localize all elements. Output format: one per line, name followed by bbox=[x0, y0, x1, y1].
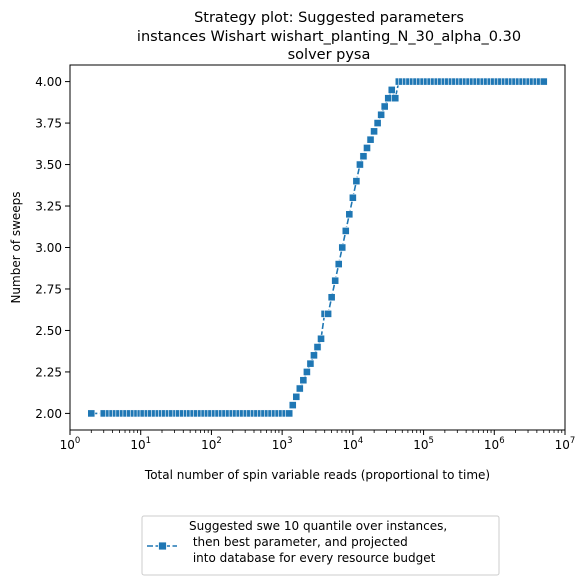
axes-frame bbox=[69, 64, 566, 431]
chart-title: Strategy plot: Suggested parameters inst… bbox=[137, 10, 521, 63]
data-point-marker bbox=[288, 401, 297, 410]
data-point-marker bbox=[292, 392, 301, 401]
x-tick-label: 103 bbox=[272, 436, 293, 452]
legend-swatch-marker bbox=[158, 541, 167, 551]
x-axis-label: Total number of spin variable reads (pro… bbox=[144, 468, 490, 482]
x-tick-label: 106 bbox=[484, 436, 505, 452]
data-point-marker bbox=[341, 227, 350, 235]
y-axis-label: Number of sweeps bbox=[9, 191, 23, 303]
data-point-marker bbox=[334, 260, 343, 268]
data-point-marker bbox=[348, 193, 357, 202]
data-point-marker bbox=[345, 210, 354, 219]
data-point-marker bbox=[377, 110, 386, 119]
data-point-marker bbox=[285, 409, 294, 418]
legend: Suggested swe 10 quantile over instances… bbox=[141, 515, 500, 576]
data-point-marker bbox=[299, 376, 308, 385]
data-point-marker bbox=[384, 94, 393, 103]
data-point-marker bbox=[87, 409, 96, 418]
x-tick-label: 105 bbox=[413, 436, 434, 452]
data-point-marker bbox=[331, 276, 340, 285]
y-tick-label: 3.50 bbox=[35, 158, 62, 172]
data-point-marker bbox=[356, 160, 364, 169]
data-point-marker bbox=[338, 243, 347, 252]
data-point-marker bbox=[370, 127, 378, 136]
data-point-marker bbox=[373, 119, 382, 127]
data-point-marker bbox=[359, 152, 368, 161]
x-tick-label: 102 bbox=[201, 436, 222, 452]
data-point-marker bbox=[317, 334, 325, 343]
data-point-marker bbox=[313, 343, 322, 351]
title-line-3: solver pysa bbox=[288, 47, 371, 63]
y-tick-label: 2.75 bbox=[35, 282, 62, 296]
data-point-marker bbox=[387, 85, 396, 94]
data-point-marker bbox=[380, 102, 389, 111]
data-point-marker bbox=[391, 94, 400, 103]
x-tick-label: 104 bbox=[343, 436, 364, 452]
series-line bbox=[91, 80, 544, 415]
series-markers bbox=[87, 77, 548, 418]
legend-box bbox=[141, 515, 500, 576]
data-point-marker bbox=[366, 135, 375, 144]
data-point-marker bbox=[302, 368, 311, 376]
x-tick-label: 100 bbox=[60, 436, 81, 452]
y-tick-label: 3.75 bbox=[35, 117, 62, 131]
data-point-marker bbox=[363, 144, 371, 152]
plot-area: 100 101 102 103 104 105 106 107 2.00 2.25 2.50 2.7… bbox=[35, 64, 576, 452]
x-axis-ticks: 100 101 102 103 104 105 106 107 bbox=[60, 430, 576, 452]
title-line-2: instances Wishart wishart_planting_N_30_… bbox=[137, 29, 521, 45]
data-point-marker bbox=[295, 384, 304, 393]
data-point-marker bbox=[327, 293, 336, 302]
y-tick-label: 2.50 bbox=[35, 324, 62, 338]
y-axis-ticks: 2.00 2.25 2.50 2.75 3.00 3.25 3.50 3.75 4.00 bbox=[35, 75, 70, 421]
data-point-marker bbox=[324, 309, 333, 318]
x-tick-label: 107 bbox=[555, 436, 576, 452]
x-tick-label: 101 bbox=[130, 436, 151, 452]
y-tick-label: 2.25 bbox=[35, 365, 62, 379]
data-point-marker bbox=[310, 351, 318, 360]
y-tick-label: 3.00 bbox=[35, 241, 62, 255]
y-tick-label: 3.25 bbox=[35, 200, 62, 214]
title-line-1: Strategy plot: Suggested parameters bbox=[194, 10, 464, 26]
data-point-marker bbox=[306, 359, 315, 368]
data-point-marker bbox=[352, 177, 361, 186]
y-tick-label: 4.00 bbox=[35, 75, 62, 89]
data-point-marker bbox=[539, 77, 548, 86]
y-tick-label: 2.00 bbox=[35, 407, 62, 421]
legend-entry-label: Suggested swe 10 quantile over instances… bbox=[189, 519, 447, 565]
